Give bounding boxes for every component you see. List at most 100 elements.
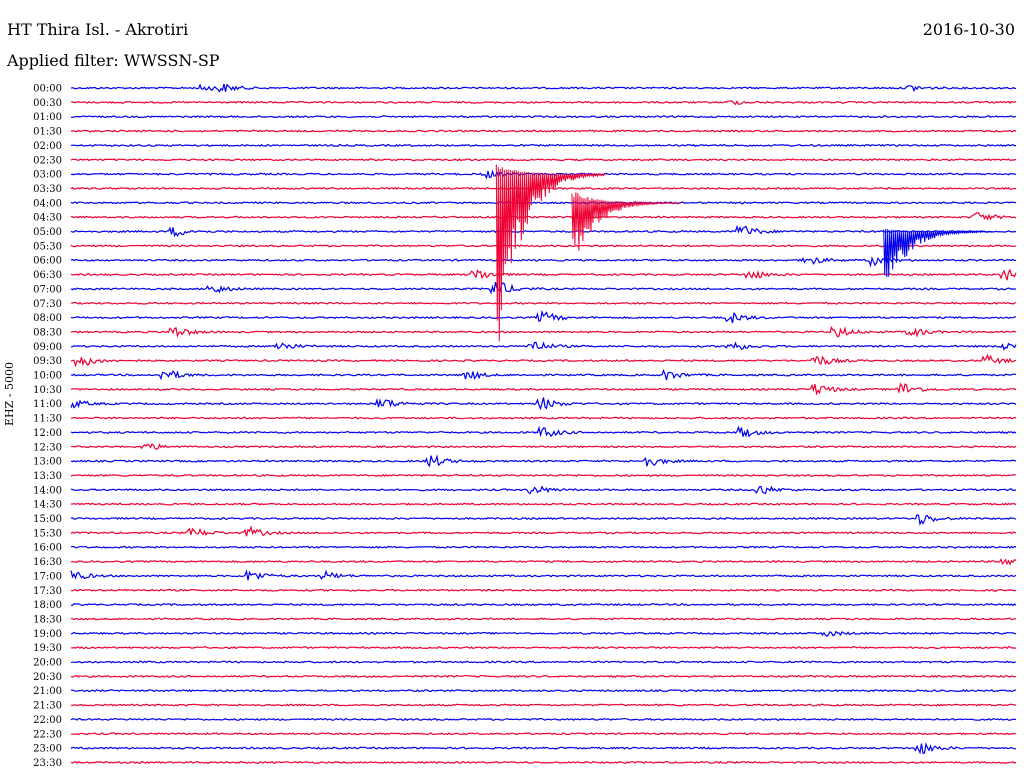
time-tick-label: 13:00 [33, 457, 62, 468]
time-tick-label: 23:30 [33, 758, 62, 769]
trace-row [70, 485, 1017, 495]
time-tick-label: 18:30 [33, 614, 62, 625]
time-tick-label: 15:30 [33, 528, 62, 539]
trace-row [70, 630, 1017, 637]
trace-row [70, 443, 1017, 450]
trace-row [70, 382, 1017, 396]
earthquake-burst [883, 228, 993, 278]
trace-row [70, 703, 1017, 707]
time-tick-label: 01:30 [33, 127, 62, 138]
time-tick-label: 02:30 [33, 155, 62, 166]
time-tick-label: 07:30 [33, 299, 62, 310]
trace-row [70, 454, 1017, 468]
trace-row [70, 397, 1017, 411]
time-tick-label: 23:00 [33, 744, 62, 755]
filter-label: Applied filter: WWSSN-SP [7, 51, 220, 70]
trace-row [70, 569, 1017, 581]
trace-row [70, 732, 1017, 736]
trace-row [70, 268, 1017, 281]
time-tick-label: 20:30 [33, 672, 62, 683]
trace-row [70, 201, 1017, 205]
trace-row [70, 760, 1017, 765]
time-tick-label: 14:00 [33, 485, 62, 496]
time-tick-label: 07:00 [33, 284, 62, 295]
trace-row [70, 212, 1017, 221]
time-tick-label: 21:30 [33, 701, 62, 712]
time-tick-label: 19:00 [33, 629, 62, 640]
time-tick-label: 02:00 [33, 141, 62, 152]
time-tick-label: 17:30 [33, 586, 62, 597]
time-tick-label: 12:30 [33, 442, 62, 453]
trace-row [70, 646, 1017, 650]
trace-row [70, 425, 1017, 438]
time-tick-label: 01:00 [33, 112, 62, 123]
trace-row [70, 169, 1017, 180]
trace-row [70, 660, 1017, 664]
trace-row [70, 368, 1017, 381]
trace-row [70, 83, 1016, 93]
time-tick-label: 14:30 [33, 500, 62, 511]
trace-row [70, 674, 1017, 678]
time-tick-label: 19:30 [33, 643, 62, 654]
trace-row [70, 325, 1017, 338]
trace-row [70, 353, 1017, 368]
trace-row [70, 717, 1017, 721]
trace-row [70, 129, 1017, 133]
trace-row [70, 341, 1017, 351]
time-tick-label: 11:00 [33, 399, 62, 410]
time-tick-label: 11:30 [33, 414, 62, 425]
trace-row [70, 224, 1017, 238]
time-tick-label: 09:00 [33, 342, 62, 353]
time-tick-label: 20:00 [33, 658, 62, 669]
time-tick-label: 03:00 [33, 170, 62, 181]
trace-row [71, 617, 1017, 621]
trace-row [70, 689, 1017, 693]
station-title: HT Thira Isl. - Akrotiri [7, 20, 189, 39]
time-tick-label: 21:00 [33, 686, 62, 697]
trace-row [70, 256, 1017, 268]
time-tick-label: 18:00 [33, 600, 62, 611]
time-tick-label: 10:30 [33, 385, 62, 396]
time-tick-label: 08:00 [33, 313, 62, 324]
earthquake-burst [571, 192, 682, 251]
trace-row [70, 742, 1017, 755]
trace-row [70, 588, 1017, 592]
time-tick-label: 04:30 [33, 213, 62, 224]
time-tick-label: 16:00 [33, 543, 62, 554]
time-tick-label: 22:00 [33, 715, 62, 726]
trace-row [70, 301, 1017, 305]
trace-row [70, 514, 1017, 527]
earthquake-burst [495, 164, 606, 342]
trace-row [71, 602, 1017, 607]
time-tick-label: 09:30 [33, 356, 62, 367]
time-tick-label: 16:30 [33, 557, 62, 568]
time-tick-label: 12:00 [33, 428, 62, 439]
time-tick-label: 15:00 [33, 514, 62, 525]
trace-row [71, 502, 1017, 506]
trace-row [70, 115, 1016, 119]
time-tick-label: 17:00 [33, 571, 62, 582]
time-tick-label: 03:30 [33, 184, 62, 195]
time-tick-label: 08:30 [33, 327, 62, 338]
trace-row [70, 309, 1017, 324]
time-tick-label: 05:00 [33, 227, 62, 238]
time-tick-label: 13:30 [33, 471, 62, 482]
time-tick-label: 06:30 [33, 270, 62, 281]
trace-row [70, 143, 1016, 148]
trace-row [70, 244, 1017, 248]
trace-row [70, 525, 1017, 537]
time-tick-label: 04:00 [33, 198, 62, 209]
time-tick-label: 05:30 [33, 241, 62, 252]
trace-row [70, 473, 1017, 478]
trace-row [70, 558, 1017, 566]
date-label: 2016-10-30 [922, 20, 1015, 39]
trace-row [70, 158, 1017, 162]
trace-row [70, 416, 1016, 420]
seismic-bursts [495, 164, 993, 342]
time-tick-label: 06:00 [33, 256, 62, 267]
trace-row [70, 545, 1017, 549]
time-tick-label: 00:30 [33, 98, 62, 109]
trace-row [70, 100, 1017, 106]
time-tick-label: 22:30 [33, 729, 62, 740]
